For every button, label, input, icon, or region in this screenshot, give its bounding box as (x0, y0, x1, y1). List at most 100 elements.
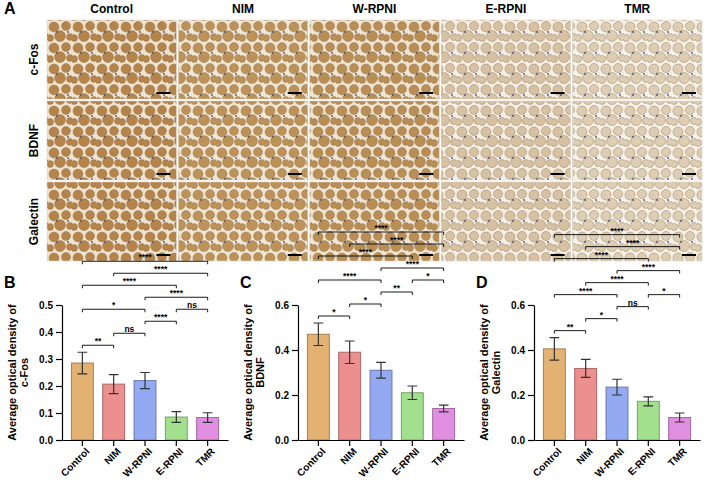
bar (307, 334, 329, 440)
error-bar (550, 338, 560, 361)
x-tick-mark (443, 440, 444, 446)
x-tick: TMR (194, 440, 218, 469)
x-tick-mark (144, 440, 145, 446)
scale-bar (156, 254, 170, 256)
stain-image (310, 101, 439, 180)
error-bar (171, 412, 181, 423)
y-tick-label: 0.4 (275, 345, 289, 356)
significance-label: * (600, 310, 604, 320)
significance-label: ** (393, 283, 400, 293)
scale-bar (419, 254, 433, 256)
significance-label: **** (123, 276, 137, 286)
x-tick-label: NIM (338, 446, 359, 467)
y-tick-label: 0.2 (511, 390, 525, 401)
significance-label: **** (406, 259, 420, 269)
y-axis-line (62, 306, 63, 441)
y-tick-mark (528, 440, 534, 441)
significance-group: ***ns************************* (554, 226, 679, 334)
y-tick: 0.6 (275, 300, 298, 311)
x-tick: NIM (574, 440, 595, 466)
significance-label: * (426, 271, 430, 281)
x-tick-label: TMR (666, 445, 690, 469)
bar (134, 381, 156, 440)
significance-label: **** (610, 274, 624, 284)
x-tick-label: Control (531, 446, 564, 479)
stain-image (441, 101, 570, 180)
y-tick-mark (292, 440, 298, 441)
column-header: Control (90, 2, 133, 16)
panel-letter: B (4, 274, 16, 291)
y-tick-label: 0.6 (511, 300, 525, 311)
y-tick: 0.4 (275, 345, 298, 356)
y-tick-mark (56, 305, 62, 306)
x-tick-label: E-RPNI (626, 446, 658, 478)
scale-bar (288, 173, 302, 175)
y-tick-mark (292, 395, 298, 396)
chart-panel: C0.00.20.40.6ControlNIMW-RPNIE-RPNITMRAv… (240, 223, 465, 479)
y-tick: 0.2 (39, 381, 62, 392)
significance-label: * (364, 295, 368, 305)
stain-image (310, 182, 439, 261)
x-tick-mark (679, 440, 680, 446)
error-bar (675, 413, 685, 422)
y-axis: 0.00.20.40.6 (511, 300, 534, 446)
y-tick-label: 0.0 (39, 435, 53, 446)
y-tick-label: 0.4 (39, 327, 53, 338)
error-bar (345, 341, 355, 364)
y-tick-mark (292, 350, 298, 351)
scale-bar (156, 173, 170, 175)
significance-label: ** (567, 322, 574, 332)
stain-image (178, 182, 307, 261)
y-axis-line (534, 306, 535, 441)
stain-image (47, 101, 176, 180)
error-bar (78, 352, 88, 374)
figure: AControlNIMW-RPNIE-RPNITMRc-FosBDNFGalec… (0, 0, 708, 497)
error-bar (581, 359, 591, 377)
y-tick: 0.6 (511, 300, 534, 311)
x-tick: NIM (338, 440, 359, 466)
significance-label: **** (595, 250, 609, 260)
y-tick-mark (56, 359, 62, 360)
bar (543, 349, 565, 440)
x-tick: E-RPNI (626, 440, 658, 477)
x-tick-mark (113, 440, 114, 446)
error-bar (407, 386, 417, 400)
x-tick-label: W-RPNI (593, 446, 627, 480)
significance-label: **** (642, 262, 656, 272)
significance-label: ** (95, 336, 102, 346)
significance-label: **** (610, 226, 624, 236)
x-tick-label: TMR (430, 445, 454, 469)
y-tick: 0.2 (275, 390, 298, 401)
stain-image (178, 101, 307, 180)
y-tick: 0.3 (39, 354, 62, 365)
significance-label: * (662, 286, 666, 296)
significance-label: **** (154, 264, 168, 274)
significance-label: **** (374, 223, 388, 233)
column-header: W-RPNI (353, 2, 397, 16)
bar (339, 352, 361, 440)
y-tick-label: 0.5 (39, 300, 53, 311)
y-tick-mark (528, 395, 534, 396)
significance-label: **** (626, 238, 640, 248)
bar (370, 370, 392, 440)
chart-panel: B0.00.10.20.30.40.5ControlNIMW-RPNIE-RPN… (4, 252, 229, 479)
x-tick-mark (82, 440, 83, 446)
x-tick-label: NIM (102, 446, 123, 467)
error-bar (439, 405, 449, 412)
scale-bar (682, 173, 696, 175)
y-tick: 0.0 (275, 435, 298, 446)
x-tick-mark (380, 440, 381, 446)
y-tick: 0.4 (39, 327, 62, 338)
bar (637, 401, 659, 440)
scale-bar (682, 254, 696, 256)
x-tick-label: Control (59, 446, 92, 479)
y-tick-label: 0.2 (39, 381, 53, 392)
stain-image (310, 20, 439, 99)
significance-group: ************************* (318, 223, 443, 319)
x-tick-mark (349, 440, 350, 446)
scale-bar (551, 254, 565, 256)
scale-bar (682, 92, 696, 94)
plot-area (71, 352, 218, 440)
significance-label: ns (187, 300, 197, 310)
x-axis: ControlNIMW-RPNIE-RPNITMR (295, 440, 465, 479)
